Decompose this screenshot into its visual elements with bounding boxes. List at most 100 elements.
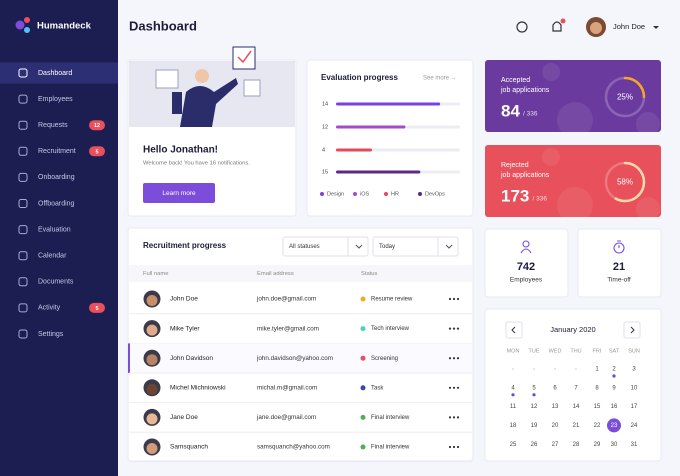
see-more-link[interactable]: See more → <box>423 76 457 82</box>
nav-item[interactable]: Activity <box>38 305 61 312</box>
row-menu-dot[interactable] <box>448 386 452 389</box>
calendar-day[interactable]: 19 <box>531 423 538 429</box>
calendar-day[interactable]: 26 <box>531 442 538 448</box>
nav-icon <box>18 199 28 208</box>
nav-item[interactable]: Requests <box>38 122 68 129</box>
learn-more-label[interactable]: Learn more <box>162 190 196 197</box>
calendar-day[interactable]: 30 <box>611 442 618 448</box>
nav-item[interactable]: Calendar <box>38 253 67 260</box>
calendar-day[interactable]: 22 <box>594 423 601 429</box>
calendar-day[interactable]: 6 <box>553 385 557 391</box>
calendar-day[interactable]: 1 <box>595 367 599 373</box>
filter-label[interactable]: Today <box>379 244 395 250</box>
row-menu-dot[interactable] <box>448 416 452 419</box>
counter-label: Time-off <box>607 277 631 284</box>
row-menu-dot[interactable] <box>456 386 460 389</box>
calendar-day[interactable]: 3 <box>632 367 636 373</box>
row-menu-dot[interactable] <box>452 386 456 389</box>
nav-item[interactable]: Dashboard <box>38 70 72 77</box>
nav-item[interactable]: Settings <box>38 331 64 338</box>
nav-item[interactable]: Recruitment <box>38 148 76 155</box>
calendar-day[interactable]: 20 <box>552 423 559 429</box>
nav-item[interactable]: Employees <box>38 96 73 103</box>
filter-dropdown[interactable] <box>372 236 459 257</box>
user-name[interactable]: John Doe <box>613 22 645 31</box>
calendar-day[interactable]: 4 <box>511 385 515 391</box>
row-menu-dot[interactable] <box>452 297 456 301</box>
row-highlight <box>129 343 472 373</box>
calendar-day[interactable]: 12 <box>531 404 538 410</box>
recruitment-title: Recruitment progress <box>143 241 227 250</box>
calendar-day[interactable]: 27 <box>552 442 559 448</box>
row-menu-dot[interactable] <box>448 445 452 449</box>
legend-label: Design <box>327 191 344 197</box>
row-menu-dot[interactable] <box>452 445 456 449</box>
filter-label[interactable]: All statuses <box>289 244 320 250</box>
event-dot <box>612 374 616 378</box>
progress-bar <box>336 170 421 174</box>
chat-icon[interactable] <box>516 21 528 33</box>
logo-mark <box>15 20 25 30</box>
weekday-label: SAT <box>609 348 620 354</box>
calendar-day[interactable]: 7 <box>574 385 578 391</box>
calendar-day[interactable]: 10 <box>631 385 638 391</box>
calendar-day[interactable]: 2 <box>612 367 616 373</box>
row-menu-dot[interactable] <box>456 416 460 419</box>
row-menu-dot[interactable] <box>456 327 460 330</box>
row-menu-dot[interactable] <box>452 357 456 360</box>
calendar-next[interactable] <box>623 321 641 339</box>
row-menu-dot[interactable] <box>448 297 452 301</box>
candidate-name[interactable]: Jane Doe <box>170 414 198 421</box>
calendar-prev[interactable] <box>505 321 523 339</box>
nav-item[interactable]: Offboarding <box>38 200 75 207</box>
event-dot <box>511 393 515 397</box>
stat-label: Rejected <box>501 162 529 169</box>
candidate-name[interactable]: Mike Tyler <box>170 325 200 332</box>
calendar-day[interactable]: 13 <box>552 404 559 410</box>
row-menu-dot[interactable] <box>452 416 456 419</box>
calendar-day[interactable]: 16 <box>611 404 618 410</box>
bell-icon[interactable] <box>552 21 562 32</box>
illustration-book <box>172 92 182 114</box>
decor-bubble <box>557 102 593 138</box>
row-menu-dot[interactable] <box>448 327 452 330</box>
calendar-day[interactable]: 28 <box>573 442 580 448</box>
candidate-name[interactable]: John Davidson <box>170 355 213 362</box>
candidate-avatar-face <box>146 443 158 454</box>
calendar-day[interactable]: 21 <box>573 423 580 429</box>
candidate-name[interactable]: Michel Michniowski <box>170 385 226 392</box>
row-menu-dot[interactable] <box>452 327 456 330</box>
calendar-day[interactable]: 18 <box>510 423 517 429</box>
legend-dot <box>353 192 357 196</box>
calendar-next-arrow <box>630 326 635 334</box>
calendar-day[interactable]: 25 <box>510 442 517 448</box>
calendar-day[interactable]: 23 <box>611 423 618 429</box>
nav-item[interactable]: Evaluation <box>38 226 71 233</box>
empty-day <box>512 368 514 370</box>
calendar-month: January 2020 <box>550 325 595 334</box>
calendar-day[interactable]: 8 <box>595 385 599 391</box>
row-menu-dot[interactable] <box>456 357 460 360</box>
progress-bar <box>336 148 372 152</box>
calendar-day[interactable]: 24 <box>631 423 638 429</box>
stat-total: / 336 <box>523 111 538 118</box>
filter-dropdown[interactable] <box>282 236 369 257</box>
calendar-day[interactable]: 9 <box>612 385 616 391</box>
calendar-day[interactable]: 17 <box>631 404 638 410</box>
nav-item[interactable]: Documents <box>38 279 74 286</box>
calendar-day[interactable]: 29 <box>594 442 601 448</box>
calendar-day[interactable]: 11 <box>510 404 517 410</box>
calendar-day[interactable]: 31 <box>631 442 638 448</box>
calendar-day[interactable]: 15 <box>594 404 601 410</box>
learn-more-button[interactable] <box>143 183 215 203</box>
row-menu-dot[interactable] <box>448 357 452 360</box>
nav-icon <box>18 172 28 182</box>
row-menu-dot[interactable] <box>456 297 460 301</box>
candidate-name[interactable]: Samsquanch <box>170 444 208 451</box>
candidate-name[interactable]: John Doe <box>170 296 198 303</box>
nav-item[interactable]: Onboarding <box>38 174 75 181</box>
calendar-day[interactable]: 5 <box>532 385 536 391</box>
row-menu-dot[interactable] <box>456 445 460 449</box>
user-caret[interactable] <box>653 26 659 29</box>
calendar-day[interactable]: 14 <box>573 404 580 410</box>
